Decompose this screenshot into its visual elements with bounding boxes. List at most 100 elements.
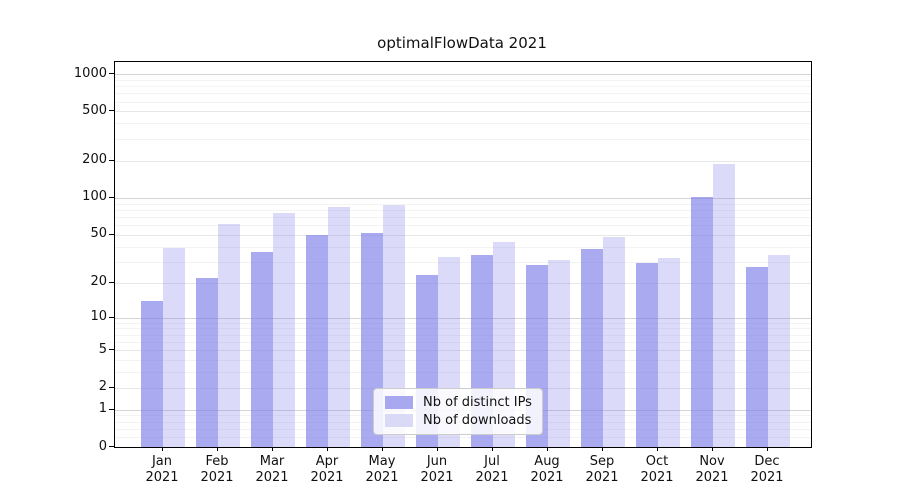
bar-downloads-dec xyxy=(768,255,790,447)
legend-swatch-downloads xyxy=(385,414,413,427)
x-tick-month: Jul xyxy=(484,454,500,469)
gridline-y-800 xyxy=(115,86,811,87)
gridline-y-900 xyxy=(115,79,811,81)
gridline-y-80 xyxy=(115,209,811,211)
y-tick-label-200: 200 xyxy=(82,152,107,168)
x-tick-month: Aug xyxy=(534,454,560,469)
bar-downloads-may xyxy=(383,204,405,447)
bar-distinct-ips-feb xyxy=(196,277,218,447)
x-tick-mark-oct xyxy=(657,447,658,451)
gridline-y-90 xyxy=(115,203,811,205)
x-tick-label-jul: Jul 2021 xyxy=(462,454,522,486)
x-tick-label-nov: Nov 2021 xyxy=(682,454,742,486)
y-tick-mark-1 xyxy=(109,408,114,410)
x-tick-month: Mar xyxy=(259,454,285,469)
y-tick-label-20: 20 xyxy=(90,274,107,290)
y-tick-label-5: 5 xyxy=(98,341,107,357)
gridline-y-50 xyxy=(115,234,811,236)
gridline-y-7 xyxy=(115,334,811,336)
x-tick-mark-may xyxy=(382,447,383,451)
x-tick-year: 2021 xyxy=(310,469,344,485)
y-tick-mark-20 xyxy=(109,281,114,283)
gridline-y-5 xyxy=(115,350,811,352)
legend-item-downloads: Nb of downloads xyxy=(385,413,542,428)
legend-label-distinct-ips: Nb of distinct IPs xyxy=(423,395,532,410)
bar-distinct-ips-mar xyxy=(251,252,273,447)
legend-swatch-distinct-ips xyxy=(385,396,413,409)
x-tick-label-apr: Apr 2021 xyxy=(297,454,357,486)
x-tick-label-oct: Oct 2021 xyxy=(627,454,687,486)
gridline-y-200 xyxy=(115,160,811,162)
y-tick-mark-100 xyxy=(109,196,114,198)
y-tick-mark-0 xyxy=(109,446,114,447)
x-tick-label-jan: Jan 2021 xyxy=(132,454,192,486)
x-tick-label-aug: Aug 2021 xyxy=(517,454,577,486)
x-tick-year: 2021 xyxy=(255,469,289,485)
y-tick-mark-2 xyxy=(109,386,114,388)
x-tick-year: 2021 xyxy=(420,469,454,485)
y-tick-label-500: 500 xyxy=(82,102,107,118)
y-tick-label-1000: 1000 xyxy=(73,65,107,81)
x-tick-label-jun: Jun 2021 xyxy=(407,454,467,486)
y-tick-mark-200 xyxy=(109,159,114,161)
bar-distinct-ips-jan xyxy=(141,300,163,447)
x-tick-mark-jul xyxy=(492,447,493,451)
x-tick-mark-nov xyxy=(712,447,713,451)
y-tick-label-0: 0 xyxy=(98,438,107,454)
x-tick-mark-apr xyxy=(327,447,328,451)
x-tick-month: Dec xyxy=(754,454,780,469)
x-tick-mark-mar xyxy=(272,447,273,451)
x-tick-month: Oct xyxy=(645,454,669,469)
x-tick-mark-jan xyxy=(162,447,163,451)
bar-downloads-nov xyxy=(713,164,735,447)
gridline-y-700 xyxy=(115,93,811,95)
x-tick-year: 2021 xyxy=(200,469,234,485)
gridline-y-6 xyxy=(115,341,811,343)
gridline-y-30 xyxy=(115,261,811,263)
gridline-y-0.2 xyxy=(115,437,811,439)
gridline-y-10 xyxy=(115,317,811,319)
bar-distinct-ips-oct xyxy=(636,263,658,447)
x-tick-year: 2021 xyxy=(530,469,564,485)
x-tick-year: 2021 xyxy=(145,469,179,485)
gridline-y-600 xyxy=(115,101,811,103)
x-tick-label-may: May 2021 xyxy=(352,454,412,486)
x-tick-year: 2021 xyxy=(585,469,619,485)
x-tick-year: 2021 xyxy=(365,469,399,485)
bar-downloads-mar xyxy=(273,213,295,447)
x-tick-label-feb: Feb 2021 xyxy=(187,454,247,486)
x-tick-month: Feb xyxy=(205,454,229,469)
legend: Nb of distinct IPs Nb of downloads xyxy=(373,388,543,435)
y-tick-mark-5 xyxy=(109,349,114,351)
x-tick-month: Nov xyxy=(699,454,725,469)
chart-title: optimalFlowData 2021 xyxy=(377,34,547,52)
x-tick-mark-sep xyxy=(602,447,603,451)
y-tick-label-50: 50 xyxy=(90,226,107,242)
x-tick-label-mar: Mar 2021 xyxy=(242,454,302,486)
x-tick-month: Sep xyxy=(589,454,615,469)
x-tick-mark-aug xyxy=(547,447,548,451)
gridline-y-9 xyxy=(115,322,811,324)
gridline-y-20 xyxy=(115,282,811,284)
bar-downloads-aug xyxy=(548,259,570,447)
x-tick-label-sep: Sep 2021 xyxy=(572,454,632,486)
y-tick-label-100: 100 xyxy=(82,189,107,205)
gridline-y-100 xyxy=(115,197,811,199)
bar-distinct-ips-sep xyxy=(581,249,603,447)
gridline-y-500 xyxy=(115,111,811,113)
y-tick-mark-10 xyxy=(109,316,114,318)
x-tick-year: 2021 xyxy=(475,469,509,485)
gridline-y-300 xyxy=(115,138,811,140)
x-tick-year: 2021 xyxy=(695,469,729,485)
x-tick-year: 2021 xyxy=(640,469,674,485)
y-tick-label-10: 10 xyxy=(90,309,107,324)
gridline-y-40 xyxy=(115,246,811,248)
x-tick-year: 2021 xyxy=(750,469,784,485)
gridline-y-400 xyxy=(115,123,811,125)
legend-label-downloads: Nb of downloads xyxy=(423,413,532,428)
x-tick-month: May xyxy=(368,454,396,469)
x-tick-mark-jun xyxy=(437,447,438,451)
gridline-y-70 xyxy=(115,216,811,218)
y-tick-mark-500 xyxy=(109,110,114,112)
